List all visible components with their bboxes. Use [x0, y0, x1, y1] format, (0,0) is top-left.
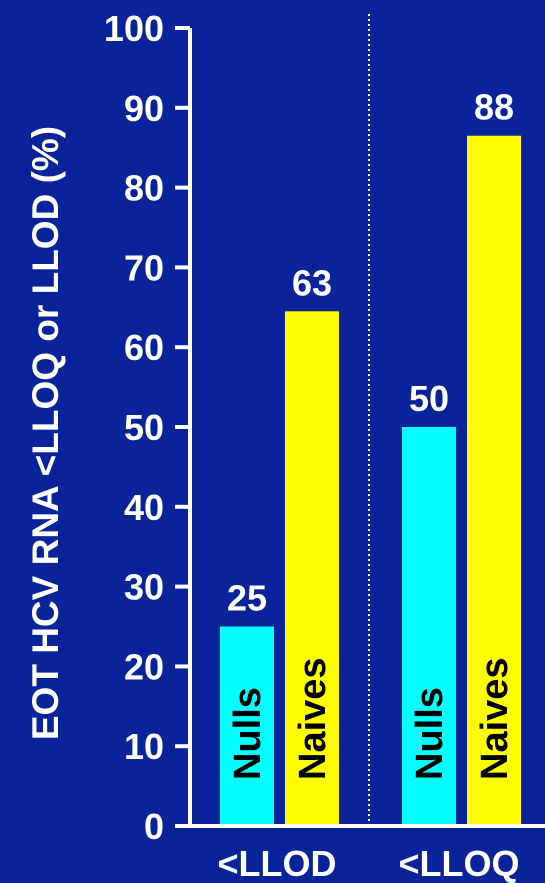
bar-naives-2 [467, 135, 521, 827]
bars: 25 Nulls 50 Nulls 63 Naives 88 Naives [220, 87, 521, 827]
y-tick-label: 60 [124, 327, 164, 368]
x-category-label: <LLOD [217, 843, 336, 883]
bar-series-label: Naives [474, 657, 516, 780]
y-axis-title: EOT HCV RNA <LLOQ or LLOD (%) [25, 126, 66, 740]
y-tick-label: 10 [124, 726, 164, 767]
y-tick-label: 70 [124, 247, 164, 288]
bar-nulls-2 [402, 427, 456, 826]
x-category-label: <LLOQ [398, 843, 519, 883]
y-tick-label: 30 [124, 567, 164, 608]
y-tick-label: 20 [124, 646, 164, 687]
y-tick-label: 40 [124, 487, 164, 528]
bar-value-label: 50 [409, 378, 449, 419]
x-axis-categories: <LLOD <LLOQ [217, 843, 519, 883]
y-tick-label: 90 [124, 88, 164, 129]
y-axis-ticks: 0 10 20 30 40 50 60 70 80 90 100 [104, 8, 190, 847]
bar-nulls-1 [220, 626, 274, 826]
y-tick-label: 0 [144, 806, 164, 847]
bar-value-label: 88 [474, 87, 514, 128]
y-tick-label: 100 [104, 8, 164, 49]
bar-value-label: 25 [227, 578, 267, 619]
bar-value-label: 63 [292, 262, 332, 303]
bar-series-label: Nulls [409, 687, 451, 780]
bar-naives-1 [285, 311, 339, 826]
y-tick-label: 50 [124, 407, 164, 448]
y-tick-label: 80 [124, 168, 164, 209]
bar-series-label: Nulls [227, 687, 269, 780]
bar-series-label: Naives [292, 657, 334, 780]
